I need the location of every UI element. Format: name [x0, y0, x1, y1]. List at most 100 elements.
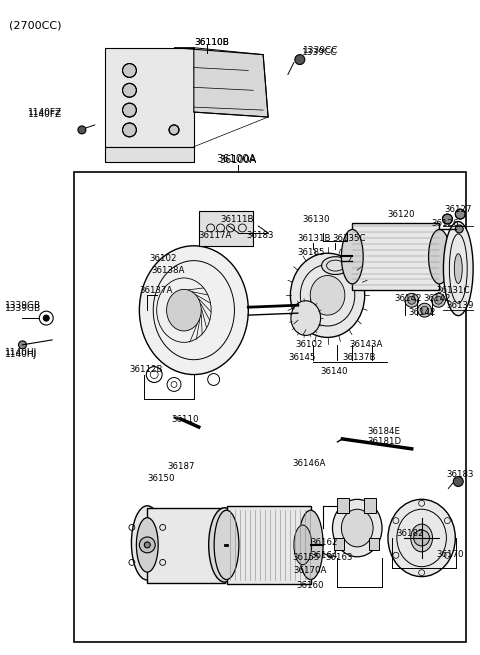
Circle shape: [456, 225, 463, 233]
Bar: [364, 498, 376, 514]
Text: 36181D: 36181D: [367, 438, 401, 447]
Ellipse shape: [420, 306, 429, 314]
Circle shape: [78, 126, 86, 134]
Text: 36137A: 36137A: [139, 286, 173, 295]
Text: 1339CC: 1339CC: [302, 48, 337, 57]
Bar: [335, 538, 344, 550]
Ellipse shape: [341, 229, 363, 284]
Text: 36127: 36127: [444, 204, 472, 214]
Circle shape: [414, 530, 430, 546]
Text: 36100A: 36100A: [220, 155, 257, 164]
Text: 1140FZ: 1140FZ: [28, 109, 62, 119]
Circle shape: [443, 214, 452, 224]
Bar: [147, 508, 225, 582]
Text: 36162: 36162: [311, 538, 338, 548]
Ellipse shape: [333, 499, 382, 557]
Ellipse shape: [411, 524, 432, 552]
Ellipse shape: [214, 510, 239, 580]
Text: 36120: 36120: [387, 210, 414, 219]
Ellipse shape: [136, 517, 158, 572]
Text: 36102: 36102: [296, 341, 324, 349]
Text: 36135C: 36135C: [333, 234, 366, 244]
Circle shape: [122, 83, 136, 97]
Polygon shape: [174, 48, 268, 117]
Text: 36100A: 36100A: [216, 154, 256, 164]
Text: 1140HJ: 1140HJ: [5, 348, 37, 357]
Ellipse shape: [167, 290, 201, 331]
Ellipse shape: [434, 296, 443, 304]
Text: 36142: 36142: [409, 308, 436, 316]
Text: 36138A: 36138A: [151, 266, 185, 275]
Circle shape: [19, 341, 26, 349]
Text: 1140HJ: 1140HJ: [5, 350, 37, 359]
Circle shape: [456, 209, 465, 219]
Circle shape: [122, 64, 136, 77]
Text: 36110B: 36110B: [194, 38, 228, 47]
Text: 1339GB: 1339GB: [5, 301, 41, 310]
Ellipse shape: [405, 293, 419, 307]
Ellipse shape: [444, 221, 473, 316]
Text: 36184E: 36184E: [367, 426, 400, 436]
Text: 36110: 36110: [171, 415, 199, 424]
Bar: [74, 172, 466, 642]
Ellipse shape: [388, 499, 456, 576]
Text: 36183: 36183: [246, 231, 274, 240]
Text: 36143A: 36143A: [349, 341, 383, 349]
Text: 36145: 36145: [288, 353, 315, 362]
Text: 36183: 36183: [446, 470, 474, 479]
Text: 36102: 36102: [149, 254, 177, 263]
Ellipse shape: [454, 253, 462, 284]
Ellipse shape: [432, 293, 445, 307]
Text: 36164: 36164: [311, 552, 338, 560]
Text: 36131B: 36131B: [298, 234, 331, 244]
Text: 36112B: 36112B: [130, 365, 163, 374]
Ellipse shape: [209, 508, 240, 582]
Text: (2700CC): (2700CC): [9, 21, 61, 31]
Text: 36170: 36170: [436, 550, 464, 559]
Ellipse shape: [408, 296, 416, 304]
Circle shape: [122, 123, 136, 137]
Text: 36117A: 36117A: [199, 231, 232, 240]
Ellipse shape: [132, 506, 163, 580]
Ellipse shape: [310, 276, 345, 315]
Text: 1339CC: 1339CC: [303, 46, 338, 55]
Circle shape: [122, 103, 136, 117]
Text: 36131C: 36131C: [436, 286, 470, 295]
Text: 36155: 36155: [293, 553, 320, 562]
Text: 36187: 36187: [167, 462, 194, 471]
Polygon shape: [105, 48, 194, 147]
Ellipse shape: [418, 303, 432, 317]
Ellipse shape: [290, 253, 365, 337]
Circle shape: [139, 537, 155, 553]
Text: 36130: 36130: [302, 215, 329, 223]
Ellipse shape: [299, 510, 323, 580]
Ellipse shape: [429, 229, 450, 284]
Text: 1339GB: 1339GB: [5, 304, 41, 312]
Text: 36126: 36126: [432, 219, 459, 227]
Text: 36163: 36163: [325, 553, 353, 562]
Bar: [369, 538, 379, 550]
Ellipse shape: [291, 301, 321, 335]
Circle shape: [295, 54, 305, 65]
Bar: [199, 211, 253, 246]
Text: 36139: 36139: [446, 301, 474, 310]
Text: 1140FZ: 1140FZ: [28, 107, 62, 117]
Ellipse shape: [322, 257, 349, 274]
Text: 36110B: 36110B: [194, 38, 228, 47]
Bar: [337, 498, 349, 514]
Text: 36160: 36160: [296, 581, 324, 590]
Polygon shape: [105, 147, 194, 162]
Text: 36146A: 36146A: [293, 459, 326, 468]
Ellipse shape: [341, 509, 373, 547]
Circle shape: [169, 125, 179, 135]
Text: 36150: 36150: [147, 474, 175, 483]
Circle shape: [144, 542, 150, 548]
Text: 36185: 36185: [297, 248, 324, 257]
Circle shape: [453, 477, 463, 487]
Ellipse shape: [139, 246, 248, 375]
Text: 36137B: 36137B: [342, 353, 376, 362]
Text: 36170A: 36170A: [293, 566, 326, 575]
Text: 36142: 36142: [395, 294, 422, 303]
Text: 36182: 36182: [397, 529, 424, 538]
Text: 36142: 36142: [424, 294, 451, 303]
